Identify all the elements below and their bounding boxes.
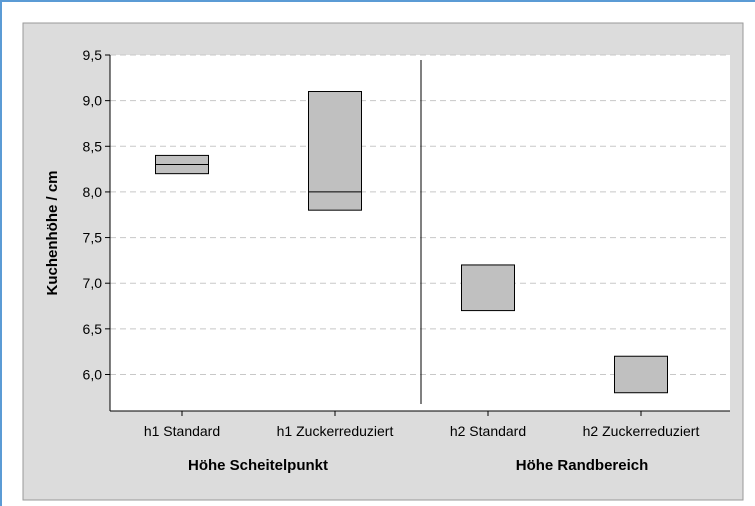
y-tick-label: 8,0 — [83, 184, 103, 200]
group-labels: Höhe Scheitelpunkt Höhe Randbereich — [188, 457, 648, 474]
group-label: Höhe Randbereich — [516, 457, 649, 474]
plot-area — [110, 55, 730, 411]
x-category-label: h2 Standard — [450, 423, 526, 439]
y-tick-labels: 9,5 9,0 8,5 8,0 7,5 7,0 6,5 6,0 — [83, 47, 103, 382]
x-category-label: h2 Zuckerreduziert — [583, 423, 700, 439]
y-tick-label: 7,5 — [83, 230, 103, 246]
gridlines — [110, 54, 730, 375]
y-tick-label: 7,0 — [83, 275, 103, 291]
axes — [105, 54, 730, 416]
x-category-label: h1 Zuckerreduziert — [277, 423, 394, 439]
y-tick-label: 6,0 — [83, 366, 103, 382]
x-category-label: h1 Standard — [144, 423, 220, 439]
x-category-labels: h1 Standard h1 Zuckerreduziert h2 Standard… — [144, 423, 700, 439]
boxes — [155, 91, 668, 394]
box — [461, 264, 515, 312]
y-tick-label: 8,5 — [83, 138, 103, 154]
y-tick-label: 9,5 — [83, 47, 103, 63]
y-axis-title: Kuchenhöhe / cm — [44, 170, 61, 295]
y-tick-label: 9,0 — [83, 93, 103, 109]
box — [308, 91, 362, 211]
y-tick-label: 6,5 — [83, 321, 103, 337]
group-label: Höhe Scheitelpunkt — [188, 457, 328, 474]
box — [614, 355, 668, 394]
